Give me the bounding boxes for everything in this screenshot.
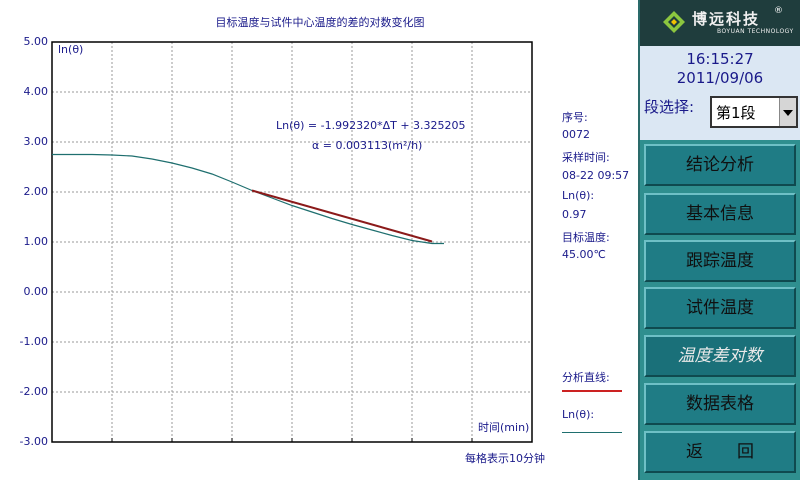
seq-value: 0072 bbox=[562, 128, 590, 141]
ln-label: Ln(θ): bbox=[562, 189, 595, 202]
chevron-down-icon[interactable] bbox=[779, 98, 796, 126]
current-time: 16:15:27 bbox=[686, 50, 754, 68]
grid-note: 每格表示10分钟 bbox=[465, 452, 545, 465]
seq-label: 序号: bbox=[562, 111, 588, 124]
segment-panel: 段选择: 第1段 bbox=[640, 94, 800, 140]
y-tick-label: 1.00 bbox=[23, 235, 49, 248]
y-tick-label: 5.00 bbox=[23, 35, 49, 48]
track-temp-button[interactable]: 跟踪温度 bbox=[644, 240, 796, 282]
sidebar: 博远科技 ® BOYUAN TECHNOLOGY 16:15:27 2011/0… bbox=[640, 0, 800, 480]
chart-svg bbox=[51, 41, 533, 443]
y-axis-label: ln(θ) bbox=[58, 43, 84, 56]
segment-label: 段选择: bbox=[644, 98, 695, 116]
panel-divider bbox=[638, 0, 640, 480]
temp-diff-log-button[interactable]: 温度差对数 bbox=[644, 335, 796, 377]
logo-text-en: BOYUAN TECHNOLOGY bbox=[717, 28, 794, 35]
specimen-temp-button[interactable]: 试件温度 bbox=[644, 287, 796, 329]
logo-icon bbox=[663, 11, 685, 33]
plot-frame bbox=[51, 41, 533, 443]
alpha-value: α = 0.003113(m²/h) bbox=[312, 139, 423, 152]
legend-fit-swatch bbox=[562, 390, 622, 392]
logo-text-cn: 博远科技 bbox=[692, 10, 761, 28]
chart-title: 目标温度与试件中心温度的差的对数变化图 bbox=[215, 16, 425, 29]
target-temp-value: 45.00℃ bbox=[562, 248, 606, 261]
series-line-fit bbox=[251, 189, 433, 243]
legend-ln-label: Ln(θ): bbox=[562, 408, 595, 421]
x-axis-label: 时间(min) bbox=[478, 421, 530, 434]
ln-value: 0.97 bbox=[562, 208, 587, 221]
basic-info-button[interactable]: 基本信息 bbox=[644, 193, 796, 235]
legend-ln-swatch bbox=[562, 432, 622, 433]
segment-select[interactable]: 第1段 bbox=[710, 96, 798, 128]
sample-time-label: 采样时间: bbox=[562, 151, 610, 164]
clock-panel: 16:15:27 2011/09/06 bbox=[640, 46, 800, 94]
y-tick-label: -3.00 bbox=[19, 435, 48, 448]
sample-time-value: 08-22 09:57 bbox=[562, 169, 630, 182]
target-temp-label: 目标温度: bbox=[562, 231, 610, 244]
conclusion-analysis-button[interactable]: 结论分析 bbox=[644, 144, 796, 186]
data-table-button[interactable]: 数据表格 bbox=[644, 383, 796, 425]
current-date: 2011/09/06 bbox=[676, 69, 764, 87]
logo-registered: ® bbox=[774, 6, 783, 16]
y-tick-label: 0.00 bbox=[23, 285, 49, 298]
y-tick-label: 2.00 bbox=[23, 185, 49, 198]
chart-area: 目标温度与试件中心温度的差的对数变化图 ln(θ) 时间(min) 每格表示10… bbox=[19, 16, 630, 465]
y-tick-label: -2.00 bbox=[19, 385, 48, 398]
y-tick-label: 4.00 bbox=[23, 85, 49, 98]
logo: 博远科技 ® BOYUAN TECHNOLOGY bbox=[640, 0, 800, 46]
y-tick-label: 3.00 bbox=[23, 135, 49, 148]
segment-value: 第1段 bbox=[716, 104, 756, 122]
fit-equation: Ln(θ) = -1.992320*ΔT + 3.325205 bbox=[276, 119, 466, 132]
back-button[interactable]: 返 回 bbox=[644, 431, 796, 473]
series-line-ln bbox=[52, 153, 444, 245]
y-tick-label: -1.00 bbox=[19, 335, 48, 348]
legend-fit-label: 分析直线: bbox=[562, 371, 610, 384]
